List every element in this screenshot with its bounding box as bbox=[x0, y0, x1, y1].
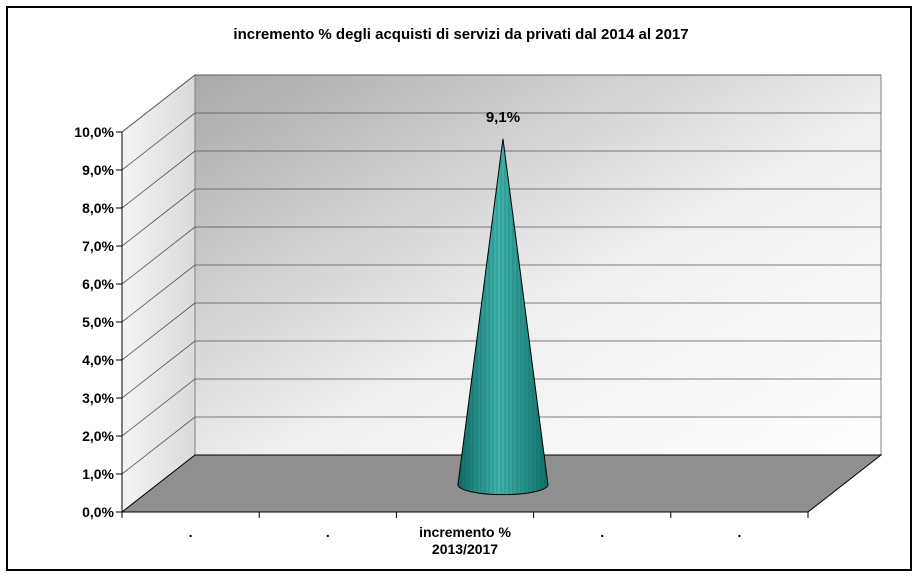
y-tick-label: 4,0% bbox=[82, 352, 114, 368]
gridline-side bbox=[121, 188, 196, 247]
y-tick-label: 9,0% bbox=[82, 162, 114, 178]
x-tick-label: . bbox=[600, 524, 604, 540]
gridline-side bbox=[121, 378, 196, 437]
y-tick-label: 1,0% bbox=[82, 466, 114, 482]
gridline-side bbox=[121, 112, 196, 171]
bar-cone-texture bbox=[457, 138, 548, 495]
gridline-side bbox=[121, 340, 196, 399]
x-tick-label: . bbox=[326, 524, 330, 540]
gridline-side bbox=[121, 416, 196, 475]
gridline-side bbox=[121, 264, 196, 323]
bar-cone bbox=[457, 138, 549, 496]
y-tick-label: 3,0% bbox=[82, 390, 114, 406]
y-tick-label: 10,0% bbox=[74, 124, 114, 140]
x-tick-label: . bbox=[737, 524, 741, 540]
gridline-side bbox=[121, 74, 196, 133]
y-tick-label: 5,0% bbox=[82, 314, 114, 330]
x-tick-label: . bbox=[189, 524, 193, 540]
x-tick-label: incremento % 2013/2017 bbox=[419, 524, 511, 557]
gridline-side bbox=[121, 302, 196, 361]
y-tick-label: 0,0% bbox=[82, 504, 114, 520]
data-label: 9,1% bbox=[486, 109, 520, 126]
gridline-side bbox=[121, 226, 196, 285]
gridline-side bbox=[121, 150, 196, 209]
y-tick-label: 2,0% bbox=[82, 428, 114, 444]
y-tick-label: 8,0% bbox=[82, 200, 114, 216]
chart-title: incremento % degli acquisti di servizi d… bbox=[233, 26, 689, 43]
y-tick-label: 6,0% bbox=[82, 276, 114, 292]
y-tick-label: 7,0% bbox=[82, 238, 114, 254]
